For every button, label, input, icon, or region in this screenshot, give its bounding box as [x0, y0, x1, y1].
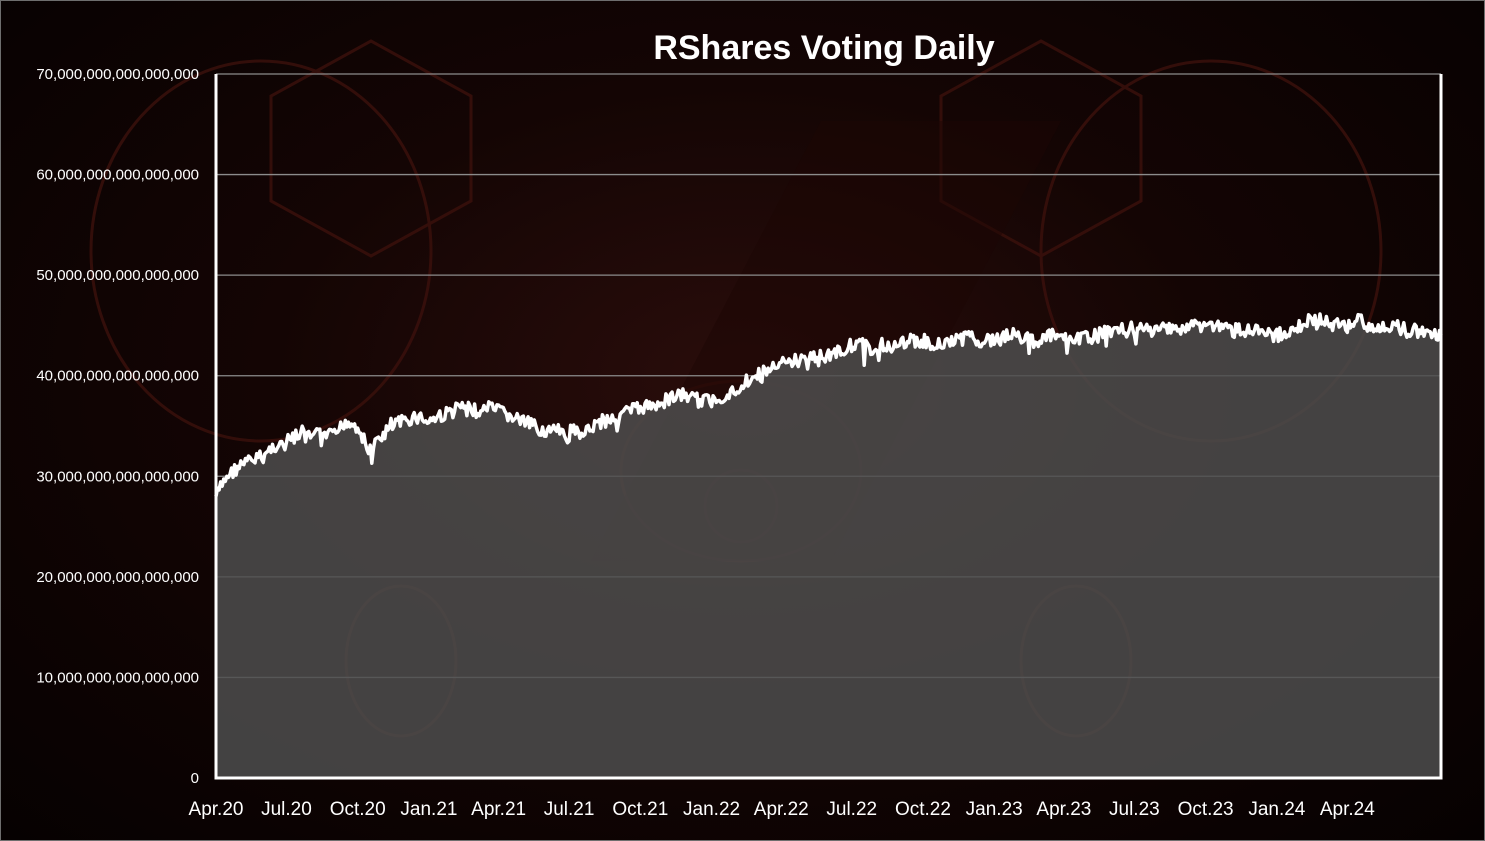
x-tick-label: Apr.22	[754, 799, 809, 820]
x-tick-label: Apr.21	[471, 799, 526, 820]
x-tick-label: Apr.20	[189, 799, 244, 820]
hexagon-shape	[269, 39, 473, 258]
y-axis-tick-labels: 0 10,000,000,000,000,000 20,000,000,000,00…	[36, 66, 199, 787]
series-line	[214, 312, 1443, 497]
x-tick-label: Jan.24	[1248, 799, 1305, 820]
y-tick-label: 0	[191, 770, 199, 787]
y-tick-label: 20,000,000,000,000,000	[36, 569, 199, 586]
y-tick-label: 70,000,000,000,000,000	[36, 66, 199, 83]
y-tick-label: 40,000,000,000,000,000	[36, 368, 199, 385]
x-tick-label: Jan.22	[683, 799, 740, 820]
y-tick-label: 50,000,000,000,000,000	[36, 267, 199, 284]
x-tick-label: Apr.23	[1036, 799, 1091, 820]
y-tick-label: 10,000,000,000,000,000	[36, 669, 199, 686]
x-tick-label: Oct.22	[895, 799, 951, 820]
chart-title: RShares Voting Daily	[653, 29, 994, 67]
x-tick-label: Jan.21	[400, 799, 457, 820]
x-tick-label: Jul.20	[261, 799, 312, 820]
x-tick-label: Oct.23	[1178, 799, 1234, 820]
plot-area-border	[214, 72, 1443, 780]
x-tick-label: Oct.21	[612, 799, 668, 820]
x-tick-label: Jul.22	[826, 799, 877, 820]
x-tick-label: Jan.23	[966, 799, 1023, 820]
x-tick-label: Jul.23	[1109, 799, 1160, 820]
x-tick-label: Apr.24	[1320, 799, 1375, 820]
y-tick-label: 60,000,000,000,000,000	[36, 167, 199, 184]
x-tick-label: Jul.21	[544, 799, 595, 820]
y-tick-label: 30,000,000,000,000,000	[36, 468, 199, 485]
series-area-fill	[216, 314, 1441, 778]
x-tick-label: Oct.20	[330, 799, 386, 820]
wing-shape	[89, 59, 433, 443]
x-axis-tick-labels: Apr.20 Jul.20 Oct.20 Jan.21 Apr.21 Jul.21 Oct.…	[189, 799, 1376, 820]
